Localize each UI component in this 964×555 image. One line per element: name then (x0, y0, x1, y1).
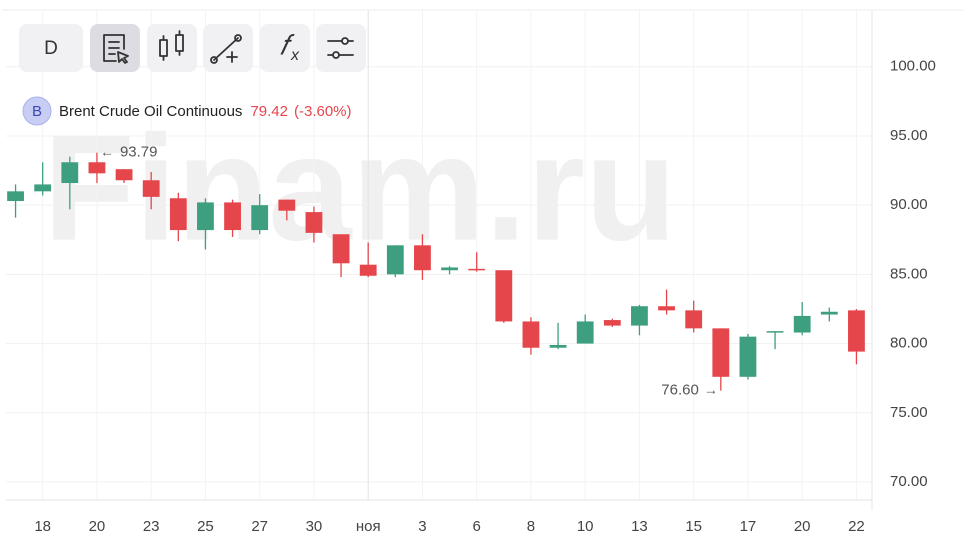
candle-body (522, 321, 540, 348)
x-tick-label: 20 (89, 518, 106, 535)
x-tick-label: 18 (34, 518, 51, 535)
candle-body (848, 310, 865, 352)
x-tick-label: 25 (197, 518, 214, 535)
y-tick-label: 70.00 (890, 473, 928, 490)
candle-body (820, 311, 838, 315)
annotation-label: 76.60 (661, 382, 699, 399)
y-tick-label: 75.00 (890, 404, 928, 421)
x-tick-label: 17 (740, 518, 757, 535)
annotation-label: 93.79 (120, 144, 158, 161)
instrument-name: Brent Crude Oil Continuous (59, 103, 242, 120)
x-tick-label: 23 (143, 518, 160, 535)
candle-body (88, 162, 106, 174)
candle-body (278, 199, 296, 211)
candle-body (576, 321, 594, 344)
watermark: Finam.ru (43, 104, 676, 272)
settings-knob (341, 37, 349, 45)
candle-body (34, 184, 52, 192)
annotation-arrow: → (704, 381, 718, 397)
plot-area (6, 10, 872, 501)
instrument-badge (22, 96, 52, 126)
y-tick-label: 85.00 (890, 265, 928, 282)
x-tick-label: 22 (848, 518, 865, 535)
chart-type-button[interactable] (147, 24, 197, 72)
y-tick-label: 80.00 (890, 335, 928, 352)
candle-body (685, 310, 703, 329)
interval-label: D (44, 38, 58, 59)
candle-body (197, 202, 214, 231)
settings-button[interactable] (316, 24, 366, 72)
y-tick-label: 95.00 (890, 127, 928, 144)
candle-body (115, 169, 133, 181)
indicators-button[interactable] (260, 24, 310, 72)
settings-knob (332, 51, 340, 59)
candle-body (224, 202, 241, 231)
candle-body (414, 245, 431, 271)
badge-letter: B (32, 103, 42, 120)
x-tick-label: 20 (794, 518, 811, 535)
instrument-change: (-3.60%) (294, 103, 352, 120)
x-tick-label: 30 (306, 518, 323, 535)
annotation-arrow: ← (100, 143, 114, 159)
candle-body (386, 245, 404, 275)
x-tick-label: 3 (418, 518, 426, 535)
x-tick-label: 27 (251, 518, 268, 535)
x-tick-label: ноя (356, 518, 381, 535)
candle-body (305, 212, 323, 233)
x-tick-label: 15 (685, 518, 702, 535)
x-tick-label: 13 (631, 518, 648, 535)
drawing-icon (210, 34, 242, 64)
candle-body (766, 331, 784, 333)
candle-body (739, 336, 757, 377)
candle-body (61, 162, 79, 184)
candle-body (468, 268, 486, 271)
candle-body (142, 180, 160, 197)
candle-body (549, 344, 567, 348)
candle-body (793, 315, 811, 333)
instrument-header: Brent Crude Oil Continuous 79.42 (-3.60%) (59, 103, 352, 120)
x-tick-label: 6 (473, 518, 481, 535)
y-tick-label: 90.00 (890, 196, 928, 213)
candle-body (7, 191, 24, 202)
candle-body (603, 320, 621, 326)
candle-body (712, 328, 730, 377)
candle-body (251, 205, 269, 231)
candle-body (169, 198, 187, 231)
fx-icon-x: x (290, 47, 300, 64)
interval-button[interactable] (19, 24, 83, 72)
toolbar: D 𝑓 x (19, 24, 366, 72)
candle-body (658, 306, 675, 311)
candles-icon (159, 30, 184, 61)
x-tick-label: 8 (527, 518, 535, 535)
candle-body (631, 306, 648, 326)
candle-body (441, 267, 458, 271)
x-tick-label: 10 (577, 518, 594, 535)
notes-icon (103, 34, 129, 64)
y-tick-label: 100.00 (890, 58, 936, 75)
candle-body (359, 264, 377, 276)
candle-body (332, 234, 350, 264)
candle-body (495, 270, 513, 322)
instrument-price: 79.42 (250, 103, 288, 120)
